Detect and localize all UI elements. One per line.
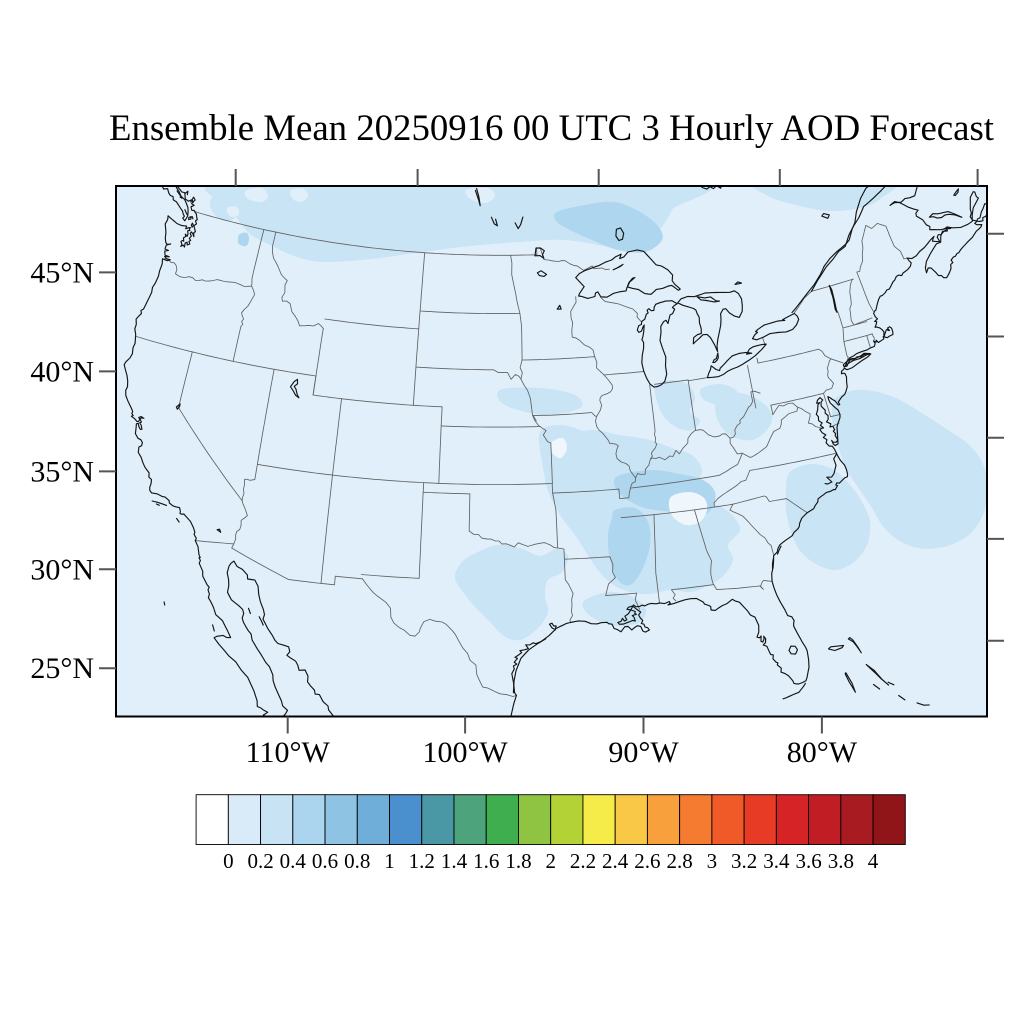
svg-text:1: 1	[384, 849, 395, 873]
svg-text:1.8: 1.8	[505, 849, 531, 873]
svg-text:3.6: 3.6	[795, 849, 821, 873]
svg-text:40°N: 40°N	[30, 355, 94, 388]
svg-text:1.4: 1.4	[441, 849, 468, 873]
svg-text:0.4: 0.4	[280, 849, 307, 873]
svg-text:35°N: 35°N	[30, 455, 94, 488]
svg-text:100°W: 100°W	[422, 736, 508, 769]
svg-text:80°W: 80°W	[787, 736, 858, 769]
svg-text:3.8: 3.8	[828, 849, 854, 873]
svg-text:2: 2	[545, 849, 556, 873]
svg-text:25°N: 25°N	[30, 652, 94, 685]
svg-text:30°N: 30°N	[30, 553, 94, 586]
svg-text:1.6: 1.6	[473, 849, 499, 873]
svg-text:0: 0	[223, 849, 234, 873]
svg-text:4: 4	[868, 849, 879, 873]
svg-text:0.2: 0.2	[247, 849, 273, 873]
svg-text:3: 3	[707, 849, 718, 873]
svg-text:3.4: 3.4	[763, 849, 790, 873]
svg-text:Ensemble Mean 20250916 00 UTC: Ensemble Mean 20250916 00 UTC 3 Hourly A…	[109, 107, 994, 148]
svg-text:1.2: 1.2	[409, 849, 435, 873]
svg-text:90°W: 90°W	[608, 736, 679, 769]
svg-text:45°N: 45°N	[30, 256, 94, 289]
svg-text:2.4: 2.4	[602, 849, 629, 873]
svg-text:2.8: 2.8	[667, 849, 693, 873]
svg-text:0.6: 0.6	[312, 849, 338, 873]
svg-text:110°W: 110°W	[246, 736, 331, 769]
svg-text:2.6: 2.6	[634, 849, 660, 873]
svg-text:3.2: 3.2	[731, 849, 757, 873]
svg-text:2.2: 2.2	[570, 849, 596, 873]
svg-text:0.8: 0.8	[344, 849, 370, 873]
